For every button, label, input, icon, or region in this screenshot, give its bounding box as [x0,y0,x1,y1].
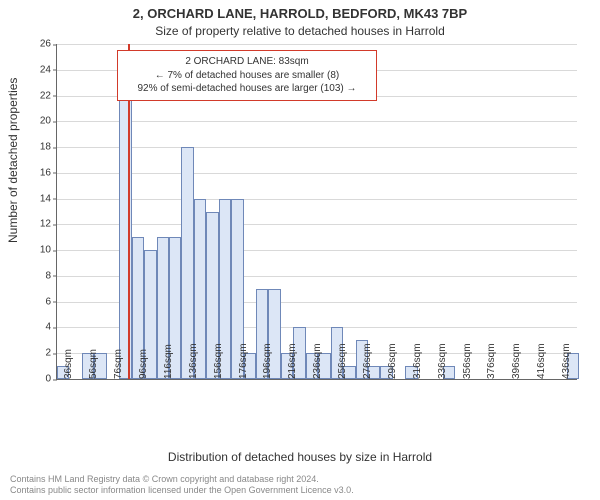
x-tick-label: 36sqm [63,345,74,379]
gridline [57,173,577,174]
y-axis-label: Number of detached properties [6,78,20,243]
figure: 2, ORCHARD LANE, HARROLD, BEDFORD, MK43 … [0,0,600,500]
x-tick-label: 436sqm [561,339,572,379]
y-tick-label: 6 [45,296,57,307]
y-tick-label: 2 [45,348,57,359]
x-tick-label: 416sqm [536,339,547,379]
y-tick-label: 22 [40,90,57,101]
attribution: Contains HM Land Registry data © Crown c… [10,474,590,497]
x-tick-label: 156sqm [213,339,224,379]
y-tick-label: 26 [40,39,57,50]
x-tick-label: 356sqm [462,339,473,379]
x-tick-label: 56sqm [88,345,99,379]
plot-area: 0246810121416182022242636sqm56sqm76sqm96… [56,44,577,380]
attribution-line: Contains HM Land Registry data © Crown c… [10,474,590,485]
x-tick-label: 216sqm [287,339,298,379]
callout-line: 2 ORCHARD LANE: 83sqm [126,55,368,69]
gridline [57,44,577,45]
x-tick-label: 276sqm [362,339,373,379]
x-axis-label: Distribution of detached houses by size … [0,450,600,464]
y-tick-label: 18 [40,142,57,153]
y-tick-label: 0 [45,374,57,385]
gridline [57,224,577,225]
y-tick-label: 8 [45,270,57,281]
callout-line: ← 7% of detached houses are smaller (8) [126,69,368,83]
x-tick-label: 256sqm [337,339,348,379]
x-tick-label: 396sqm [511,339,522,379]
x-tick-label: 236sqm [312,339,323,379]
y-tick-label: 24 [40,64,57,75]
x-tick-label: 296sqm [387,339,398,379]
attribution-line: Contains public sector information licen… [10,485,590,496]
gridline [57,147,577,148]
y-tick-label: 14 [40,193,57,204]
x-tick-label: 176sqm [238,339,249,379]
x-tick-label: 316sqm [412,339,423,379]
x-tick-label: 96sqm [138,345,149,379]
x-tick-label: 196sqm [262,339,273,379]
chart-title: 2, ORCHARD LANE, HARROLD, BEDFORD, MK43 … [0,6,600,21]
x-tick-label: 76sqm [113,345,124,379]
x-tick-label: 116sqm [163,340,174,379]
x-tick-label: 376sqm [486,339,497,379]
gridline [57,199,577,200]
chart-subtitle: Size of property relative to detached ho… [0,24,600,38]
y-tick-label: 4 [45,322,57,333]
y-tick-label: 10 [40,245,57,256]
x-tick-label: 336sqm [437,339,448,379]
callout-line: 92% of semi-detached houses are larger (… [126,82,368,96]
x-tick-label: 136sqm [188,339,199,379]
y-tick-label: 16 [40,167,57,178]
gridline [57,121,577,122]
y-tick-label: 12 [40,219,57,230]
y-tick-label: 20 [40,116,57,127]
callout-box: 2 ORCHARD LANE: 83sqm← 7% of detached ho… [117,50,377,101]
